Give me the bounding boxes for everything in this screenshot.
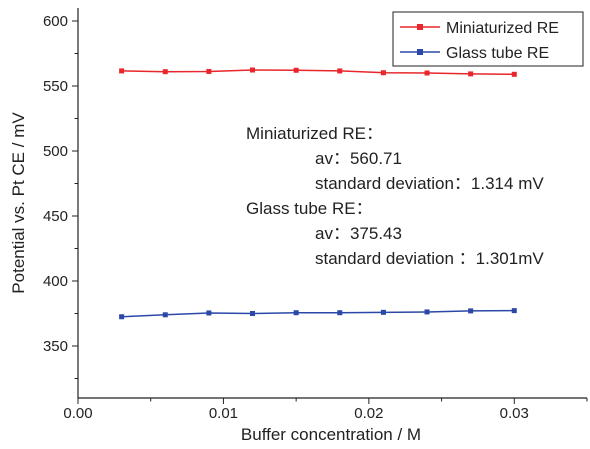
series-layer [119, 68, 517, 320]
annotation-block: Miniaturized RE： av：560.71 standard devi… [246, 124, 544, 268]
legend-marker-miniaturized [417, 24, 423, 30]
y-tick-label: 350 [43, 338, 68, 355]
annotation-glass-tube-average: av：375.43 [315, 224, 402, 243]
series-line-miniaturized [122, 70, 515, 74]
y-tick-label: 500 [43, 143, 68, 160]
x-tick-label: 0.01 [209, 405, 238, 422]
data-point-glass-tube [337, 310, 342, 315]
data-point-glass-tube [119, 314, 124, 319]
y-tick-label: 450 [43, 208, 68, 225]
annotation-miniaturized-average: av：560.71 [315, 149, 402, 168]
data-point-miniaturized [512, 72, 517, 77]
data-point-glass-tube [163, 312, 168, 317]
y-tick-label: 400 [43, 273, 68, 290]
data-point-miniaturized [468, 71, 473, 76]
data-point-glass-tube [425, 309, 430, 314]
y-tick-label: 600 [43, 13, 68, 30]
annotation-glass-tube-stdev: standard deviation ：1.301mV [315, 249, 544, 268]
x-axis-ticks: 0.00 0.01 0.02 0.03 [63, 398, 587, 422]
annotation-glass-tube-title: Glass tube RE： [246, 199, 373, 218]
data-point-miniaturized [250, 68, 255, 73]
chart-legend: Miniaturized RE Glass tube RE [393, 12, 583, 66]
annotation-miniaturized-stdev: standard deviation：1.314 mV [315, 174, 544, 193]
y-axis-ticks: 350 400 450 500 550 600 [43, 13, 78, 379]
data-point-miniaturized [294, 68, 299, 73]
x-tick-label: 0.00 [63, 405, 92, 422]
data-point-miniaturized [119, 68, 124, 73]
data-point-glass-tube [381, 310, 386, 315]
data-point-miniaturized [337, 68, 342, 73]
series-line-glass-tube [122, 311, 515, 317]
data-point-miniaturized [381, 70, 386, 75]
data-point-glass-tube [468, 308, 473, 313]
x-tick-label: 0.02 [354, 405, 383, 422]
legend-label-glass-tube: Glass tube RE [446, 45, 549, 62]
data-point-glass-tube [294, 310, 299, 315]
data-point-glass-tube [206, 310, 211, 315]
annotation-miniaturized-title: Miniaturized RE： [246, 124, 383, 143]
data-point-glass-tube [512, 308, 517, 313]
data-point-glass-tube [250, 311, 255, 316]
x-tick-label: 0.03 [500, 405, 529, 422]
data-point-miniaturized [425, 71, 430, 76]
legend-marker-glass-tube [417, 49, 423, 55]
x-axis-label: Buffer concentration / M [241, 425, 421, 444]
data-point-miniaturized [206, 69, 211, 74]
y-tick-label: 550 [43, 78, 68, 95]
data-point-miniaturized [163, 69, 168, 74]
legend-label-miniaturized: Miniaturized RE [446, 20, 559, 37]
y-axis-label: Potential vs. Pt CE / mV [9, 112, 28, 294]
